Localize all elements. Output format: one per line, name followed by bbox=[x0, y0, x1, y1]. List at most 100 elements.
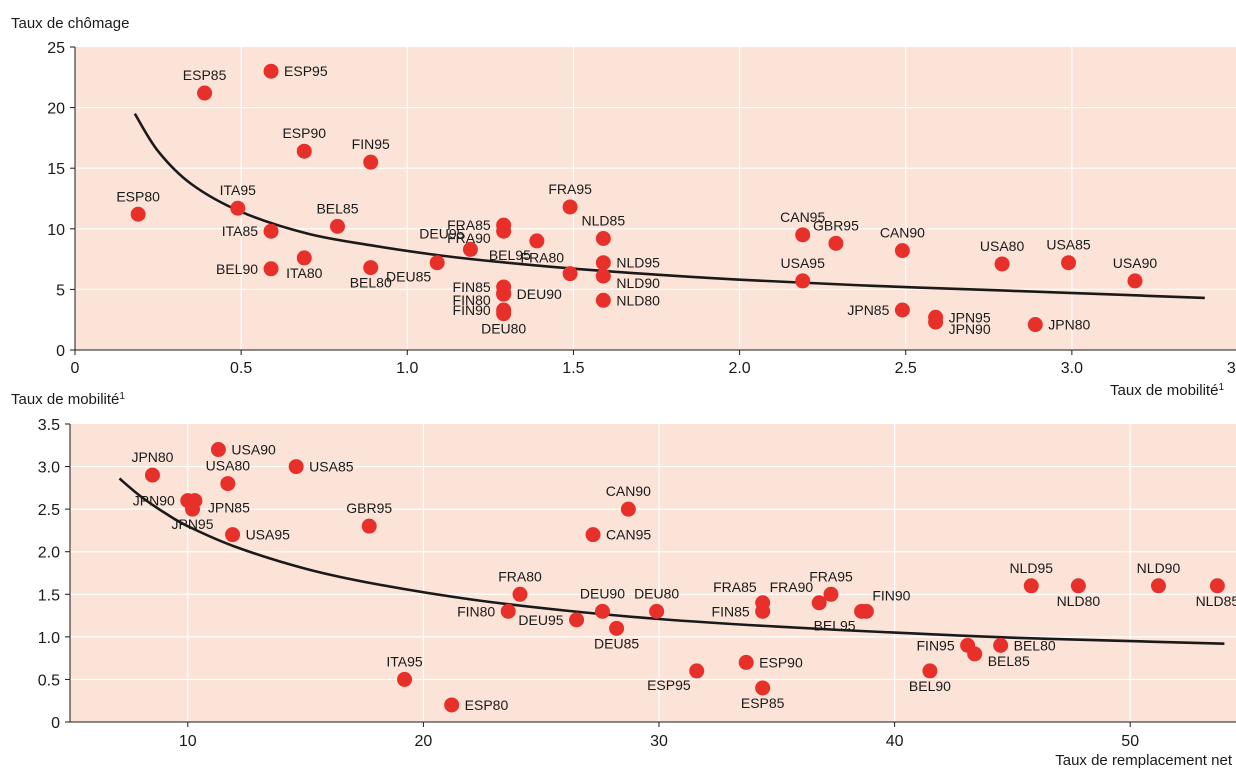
plot-area bbox=[75, 47, 1236, 350]
data-point bbox=[994, 256, 1010, 272]
data-point-label: FIN85 bbox=[712, 603, 750, 619]
data-point-label: FRA90 bbox=[770, 579, 814, 595]
data-point bbox=[894, 302, 910, 318]
data-point-label: CAN90 bbox=[880, 225, 925, 241]
y-tick-label: 3.5 bbox=[38, 417, 60, 434]
y-tick-label: 2.0 bbox=[38, 545, 60, 562]
data-point bbox=[230, 200, 246, 216]
trend-curve bbox=[133, 113, 1205, 300]
data-point-label: BEL80 bbox=[1014, 637, 1056, 653]
data-point-label: USA80 bbox=[206, 458, 251, 474]
x-tick-label: 40 bbox=[886, 733, 904, 750]
data-point bbox=[967, 646, 983, 662]
data-point bbox=[1209, 578, 1225, 594]
x-tick-label: 3.0 bbox=[1061, 360, 1083, 377]
chart-panel-1: 0 0.5 1.0 1.5 2.0 2.5 3.0 3.5 0 5 10 15 20 25 Taux de … bbox=[11, 15, 1236, 399]
data-point-label: USA85 bbox=[309, 459, 354, 475]
data-point-label: FRA85 bbox=[713, 579, 757, 595]
data-point-label: FIN80 bbox=[457, 603, 495, 619]
y-tick-label: 15 bbox=[47, 161, 65, 178]
data-point-label: BEL85 bbox=[316, 200, 358, 216]
data-point bbox=[1061, 255, 1077, 271]
x-tick-label: 10 bbox=[179, 733, 197, 750]
data-point-label: USA85 bbox=[1046, 237, 1091, 253]
data-point-label: ESP90 bbox=[759, 654, 803, 670]
x-tick-label: 2.5 bbox=[895, 360, 917, 377]
data-point bbox=[429, 255, 445, 271]
data-point bbox=[496, 306, 512, 322]
data-point-label: NLD85 bbox=[582, 212, 626, 228]
data-point-label: FRA85 bbox=[447, 217, 491, 233]
data-point bbox=[220, 476, 236, 492]
data-point bbox=[296, 250, 312, 266]
data-point bbox=[595, 255, 611, 271]
data-point-label: FRA95 bbox=[548, 181, 592, 197]
data-point bbox=[225, 527, 241, 543]
data-point-label: BEL90 bbox=[909, 678, 951, 694]
data-point-label: FIN90 bbox=[453, 302, 491, 318]
x-tick-label: 30 bbox=[650, 733, 668, 750]
data-point bbox=[263, 261, 279, 277]
data-point-label: FIN95 bbox=[917, 637, 955, 653]
data-point-label: DEU85 bbox=[594, 635, 639, 651]
data-point bbox=[263, 63, 279, 79]
data-point-label: DEU95 bbox=[419, 225, 464, 241]
data-point bbox=[496, 223, 512, 239]
data-point-label: GBR95 bbox=[813, 217, 859, 233]
x-axis-title-superscript: 1 bbox=[1218, 382, 1224, 393]
data-point bbox=[811, 595, 827, 611]
x-axis-title: Taux de remplacement net bbox=[1055, 752, 1233, 769]
data-point-label: USA90 bbox=[1113, 255, 1158, 271]
data-point bbox=[444, 697, 460, 713]
data-point bbox=[1150, 578, 1166, 594]
data-point bbox=[496, 286, 512, 302]
data-point bbox=[755, 680, 771, 696]
data-point bbox=[689, 663, 705, 679]
chart-panel-2: 10 20 30 40 50 0 0.5 1.0 1.5 2.0 2.5 3.0 3.5 Taux de … bbox=[11, 391, 1236, 769]
y-axis-title: Taux de mobilité1 bbox=[11, 391, 125, 409]
data-point-label: DEU95 bbox=[518, 612, 563, 628]
data-point-label: CAN90 bbox=[606, 483, 651, 499]
y-tick-label: 0 bbox=[56, 343, 65, 360]
data-point-label: FIN95 bbox=[352, 136, 390, 152]
plot-area bbox=[70, 424, 1236, 722]
y-tick-label: 3.0 bbox=[38, 460, 60, 477]
x-tick-label: 1.0 bbox=[396, 360, 418, 377]
data-point-label: FIN90 bbox=[872, 587, 910, 603]
data-point-label: ITA80 bbox=[286, 265, 323, 281]
data-point-label: NLD90 bbox=[616, 275, 660, 291]
data-point bbox=[649, 603, 665, 619]
data-point-label: ESP95 bbox=[284, 63, 328, 79]
data-point-label: JPN95 bbox=[171, 516, 213, 532]
y-tick-label: 5 bbox=[56, 282, 65, 299]
x-axis-title-text: Taux de mobilité bbox=[1110, 382, 1218, 399]
data-point bbox=[795, 273, 811, 289]
x-tick-label: 3.5 bbox=[1227, 360, 1236, 377]
data-point-label: GBR95 bbox=[346, 500, 392, 516]
data-point-label: BEL95 bbox=[814, 617, 856, 633]
data-point-label: ESP80 bbox=[116, 188, 160, 204]
data-point-label: BEL95 bbox=[489, 247, 531, 263]
data-point-label: BEL80 bbox=[350, 275, 392, 291]
x-tick-label: 1.5 bbox=[562, 360, 584, 377]
data-point-label: DEU80 bbox=[481, 321, 526, 337]
x-tick-label: 2.0 bbox=[728, 360, 750, 377]
data-point bbox=[828, 235, 844, 251]
x-tick-label: 0.5 bbox=[230, 360, 252, 377]
data-point bbox=[595, 268, 611, 284]
data-point bbox=[569, 612, 585, 628]
data-point bbox=[823, 586, 839, 602]
data-point bbox=[858, 603, 874, 619]
data-point bbox=[620, 501, 636, 517]
data-point-label: JPN85 bbox=[847, 302, 889, 318]
y-tick-label: 1.0 bbox=[38, 630, 60, 647]
data-point bbox=[210, 442, 226, 458]
data-point bbox=[296, 143, 312, 159]
data-point-label: FIN85 bbox=[453, 279, 491, 295]
data-point-label: ITA85 bbox=[222, 223, 259, 239]
data-point bbox=[288, 459, 304, 475]
data-point-label: USA95 bbox=[781, 255, 826, 271]
data-point bbox=[500, 603, 516, 619]
data-point-label: JPN95 bbox=[949, 309, 991, 325]
data-point bbox=[562, 266, 578, 282]
